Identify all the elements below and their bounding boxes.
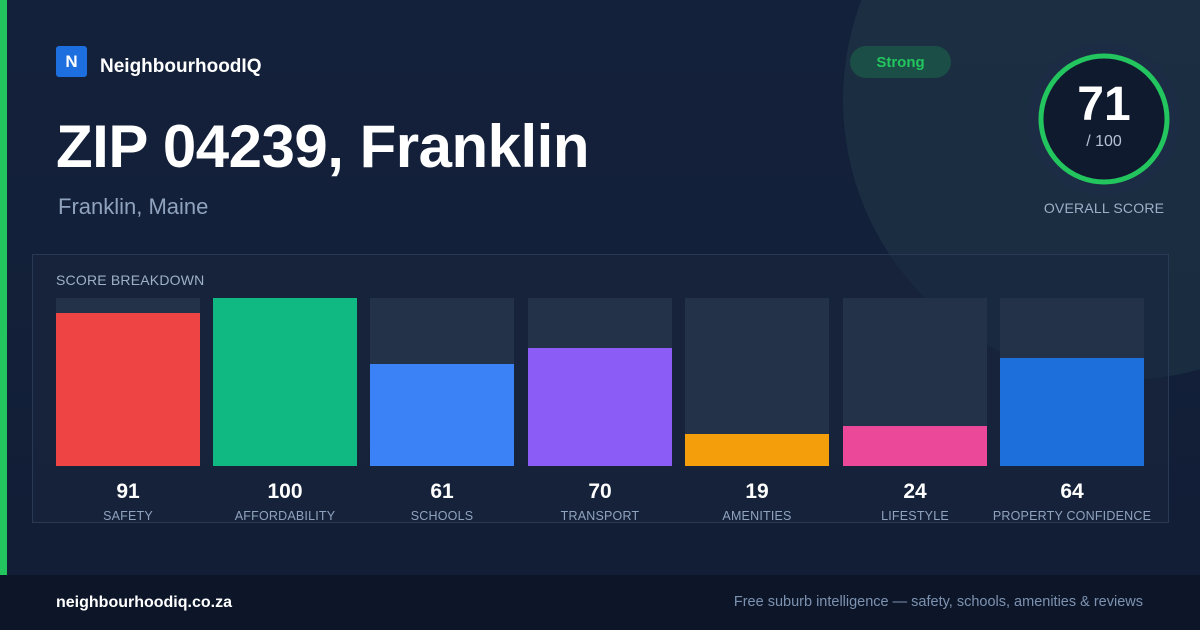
- overall-score-label: OVERALL SCORE: [1043, 200, 1165, 216]
- location-subtitle: Franklin, Maine: [58, 194, 209, 219]
- overall-score-max: / 100: [1086, 133, 1122, 150]
- bar-value: 61: [430, 480, 454, 503]
- bar-value: 64: [1060, 480, 1084, 503]
- status-badge: Strong: [850, 46, 951, 78]
- overall-score-ring: 71 / 100: [1028, 43, 1180, 195]
- bar-value: 91: [116, 480, 140, 503]
- bar-track: [528, 298, 672, 466]
- bar-track: [685, 298, 829, 466]
- bar-value: 24: [903, 480, 927, 503]
- brand-name: NeighbourhoodIQ: [100, 56, 262, 77]
- bar-label: SCHOOLS: [410, 509, 474, 523]
- bar-fill: [1000, 358, 1144, 466]
- bar-track: [56, 298, 200, 466]
- footer-tagline: Free suburb intelligence — safety, schoo…: [733, 594, 1143, 610]
- bar-fill: [528, 348, 672, 466]
- bar-label: AFFORDABILITY: [234, 509, 336, 523]
- overall-score-value: 71: [1077, 78, 1131, 131]
- bar-label: LIFESTYLE: [881, 509, 949, 523]
- page-title: ZIP 04239, Franklin: [56, 113, 590, 180]
- bar-value: 100: [267, 480, 303, 503]
- bar-fill: [843, 426, 987, 466]
- bar-label: SAFETY: [103, 509, 153, 523]
- bar-fill: [370, 364, 514, 466]
- footer-domain: neighbourhoodiq.co.za: [56, 594, 232, 611]
- accent-stripe: [0, 0, 7, 575]
- bar-fill: [685, 434, 829, 466]
- bar-track: [213, 298, 357, 466]
- score-ring-graphic: [1028, 43, 1180, 195]
- share-card: N NeighbourhoodIQ ZIP 04239, Franklin Fr…: [0, 0, 1200, 575]
- logo-icon: N: [56, 46, 87, 77]
- bar-label: AMENITIES: [722, 509, 792, 523]
- bar-value: 19: [745, 480, 769, 503]
- bar-track: [1000, 298, 1144, 466]
- bar-track: [843, 298, 987, 466]
- bar-fill: [213, 298, 357, 466]
- bar-label: TRANSPORT: [560, 509, 640, 523]
- footer: [0, 575, 1200, 630]
- bar-track: [370, 298, 514, 466]
- bar-value: 70: [588, 480, 612, 503]
- score-breakdown-title: SCORE BREAKDOWN: [56, 272, 205, 288]
- bar-label: PROPERTY CONFIDENCE: [992, 509, 1152, 523]
- bar-fill: [56, 313, 200, 466]
